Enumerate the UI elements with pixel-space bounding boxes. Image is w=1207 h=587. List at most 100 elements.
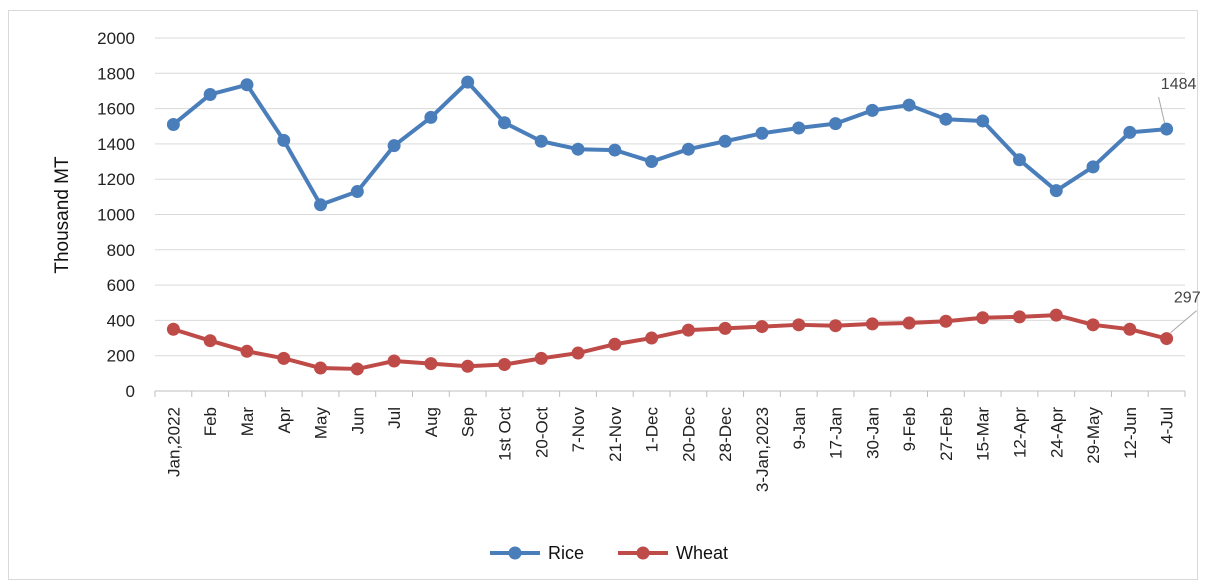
- x-tick-label: 17-Jan: [827, 407, 846, 459]
- data-point-wheat: [497, 358, 511, 372]
- series-line-wheat: [172, 313, 1168, 371]
- chart-frame: [8, 10, 1198, 580]
- legend-label: Wheat: [676, 543, 728, 563]
- x-tick-label: 7-Nov: [569, 407, 588, 453]
- x-tick-label: 29-May: [1084, 407, 1103, 464]
- x-tick-label: 27-Feb: [937, 407, 956, 461]
- data-point-wheat: [314, 361, 328, 375]
- data-point-rice: [166, 117, 180, 131]
- y-tick-label: 200: [107, 347, 135, 366]
- y-tick-label: 1400: [97, 135, 135, 154]
- x-tick-label: Aug: [422, 407, 441, 437]
- data-point-wheat: [203, 334, 217, 348]
- data-point-rice: [571, 142, 585, 156]
- data-point-wheat: [571, 346, 585, 360]
- data-point-wheat: [461, 359, 475, 373]
- y-tick-label: 2000: [97, 29, 135, 48]
- y-tick-label: 600: [107, 276, 135, 295]
- x-tick-label: 1-Dec: [643, 407, 662, 453]
- data-point-rice: [461, 75, 475, 89]
- data-point-rice: [792, 121, 806, 135]
- y-tick-label: 800: [107, 241, 135, 260]
- data-point-rice: [350, 185, 364, 199]
- data-point-wheat: [939, 314, 953, 328]
- data-point-rice: [902, 98, 916, 112]
- data-point-rice: [645, 155, 659, 169]
- x-tick-label: 12-Apr: [1010, 407, 1029, 458]
- y-tick-label: 0: [126, 382, 135, 401]
- data-point-rice: [387, 139, 401, 153]
- y-tick-label: 400: [107, 311, 135, 330]
- data-point-wheat: [976, 311, 990, 325]
- data-point-rice: [203, 87, 217, 101]
- data-point-rice: [1160, 122, 1174, 136]
- x-tick-label: Jun: [348, 407, 367, 434]
- x-tick-label: 12-Jun: [1121, 407, 1140, 459]
- data-point-rice: [865, 103, 879, 117]
- data-point-rice: [939, 112, 953, 126]
- data-point-rice: [608, 143, 622, 157]
- data-point-rice: [976, 114, 990, 128]
- x-tick-label: 28-Dec: [716, 407, 735, 462]
- x-tick-label: 21-Nov: [606, 407, 625, 462]
- data-point-wheat: [645, 331, 659, 345]
- data-label-leader: [1170, 310, 1197, 333]
- data-point-rice: [277, 133, 291, 147]
- data-point-wheat: [240, 344, 254, 358]
- data-point-rice: [1049, 184, 1063, 198]
- data-point-rice: [240, 78, 254, 92]
- x-tick-label: 4-Jul: [1158, 407, 1177, 444]
- x-tick-label: 20-Oct: [532, 407, 551, 458]
- data-point-wheat: [681, 323, 695, 337]
- data-point-rice: [681, 142, 695, 156]
- data-point-rice: [718, 134, 732, 148]
- x-tick-label: Jan,2022: [164, 407, 183, 477]
- x-tick-label: Sep: [459, 407, 478, 437]
- x-tick-label: 24-Apr: [1047, 407, 1066, 458]
- data-point-rice: [1123, 125, 1137, 139]
- x-tick-label: 9-Jan: [790, 407, 809, 450]
- data-point-rice: [1086, 160, 1100, 174]
- x-tick-label: 3-Jan,2023: [753, 407, 772, 492]
- y-tick-label: 1800: [97, 64, 135, 83]
- data-point-rice: [424, 110, 438, 124]
- x-tick-label: 30-Jan: [863, 407, 882, 459]
- y-tick-label: 1000: [97, 206, 135, 225]
- data-point-wheat: [718, 321, 732, 335]
- data-point-wheat: [829, 319, 843, 333]
- data-point-rice: [829, 117, 843, 131]
- x-tick-label: Mar: [238, 407, 257, 437]
- legend-swatch-marker: [636, 546, 650, 560]
- data-point-wheat: [1160, 332, 1174, 346]
- data-point-wheat: [1049, 308, 1063, 322]
- data-label-leader: [1158, 96, 1166, 124]
- x-tick-label: 20-Dec: [679, 407, 698, 462]
- data-point-rice: [755, 126, 769, 140]
- data-point-rice: [497, 116, 511, 130]
- data-point-wheat: [277, 351, 291, 365]
- data-point-wheat: [424, 357, 438, 371]
- data-point-rice: [534, 134, 548, 148]
- x-tick-label: 15-Mar: [974, 407, 993, 461]
- data-point-wheat: [350, 362, 364, 376]
- data-point-wheat: [1123, 322, 1137, 336]
- data-point-wheat: [534, 351, 548, 365]
- data-point-wheat: [755, 320, 769, 334]
- x-tick-label: 1st Oct: [495, 407, 514, 461]
- data-point-wheat: [1086, 318, 1100, 332]
- x-tick-label: May: [312, 407, 331, 440]
- y-axis-title: Thousand MT: [52, 156, 73, 274]
- legend-label: Rice: [548, 543, 584, 563]
- data-point-wheat: [792, 318, 806, 332]
- legend-swatch-marker: [508, 546, 522, 560]
- data-point-rice: [1012, 153, 1026, 167]
- data-point-wheat: [902, 316, 916, 330]
- data-label: 1484: [1161, 76, 1197, 93]
- x-tick-label: Feb: [201, 407, 220, 436]
- data-label: 297: [1174, 290, 1201, 307]
- data-point-rice: [314, 198, 328, 212]
- data-point-wheat: [608, 337, 622, 351]
- data-point-wheat: [387, 354, 401, 368]
- y-tick-label: 1600: [97, 100, 135, 119]
